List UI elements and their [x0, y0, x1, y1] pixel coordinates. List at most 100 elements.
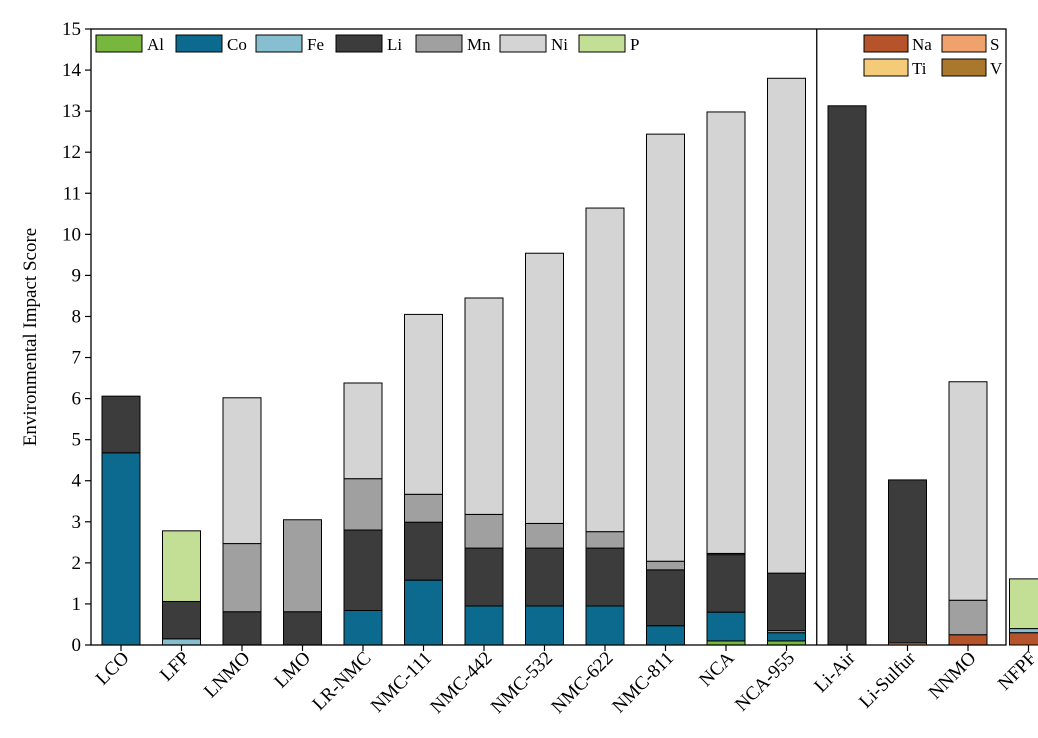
bar-segment-nmc-622-li	[585, 547, 625, 607]
bar-segment-nnmo-ni	[948, 381, 988, 601]
x-category-label-nmc-111: NMC-111	[367, 648, 436, 717]
x-category-label-lco: LCO	[92, 648, 134, 690]
bar-segment-lmo-li	[283, 611, 322, 646]
legend-swatch-na	[863, 34, 909, 53]
legend-label-ti: Ti	[912, 59, 927, 78]
plot-frame	[90, 28, 1007, 646]
x-category-label-lfp: LFP	[156, 648, 194, 686]
x-category-label-nmc-442: NMC-442	[426, 648, 496, 718]
bar-segment-nca-li	[706, 554, 746, 613]
x-category-label-nfpf: NFPF	[994, 648, 1038, 695]
legend-swatch-co	[175, 34, 223, 53]
x-category-label-nca-955: NCA-955	[731, 648, 799, 716]
legend-label-fe: Fe	[307, 35, 324, 54]
y-axis-title: Environmental Impact Score	[20, 228, 41, 446]
bar-segment-nmc-442-li	[464, 547, 504, 607]
bar-segment-nnmo-na	[948, 634, 988, 646]
bar-segment-nmc-811-ni	[646, 133, 685, 562]
y-tick-label-11: 11	[63, 183, 81, 204]
x-category-label-nnmo: NNMO	[925, 648, 981, 704]
legend-layer: Al Co Fe Li Mn Ni P Na S Ti V	[95, 34, 1003, 78]
x-category-label-nca: NCA	[695, 647, 738, 690]
legend-label-al: Al	[147, 35, 164, 54]
legend-swatch-al	[95, 34, 143, 53]
bars-layer	[101, 77, 1038, 646]
y-tick-label-10: 10	[62, 224, 81, 245]
bar-segment-lco-co	[101, 452, 141, 646]
bar-segment-li-air-li	[827, 105, 867, 646]
bar-segment-li-sulfur-li	[888, 479, 927, 644]
bar-segment-lr-nmc-li	[343, 529, 383, 612]
legend-swatch-li	[335, 34, 383, 53]
bar-segment-nmc-532-li	[525, 547, 564, 607]
bar-segment-nmc-811-co	[646, 625, 685, 646]
bar-segment-nmc-622-mn	[585, 531, 625, 549]
x-category-label-lr-nmc: LR-NMC	[308, 648, 375, 715]
y-tick-label-7: 7	[72, 348, 82, 369]
x-category-label-lnmo: LNMO	[200, 648, 254, 702]
bar-segment-lfp-li	[162, 600, 201, 640]
bar-segment-nmc-532-co	[525, 605, 564, 646]
bar-segment-nmc-532-mn	[525, 522, 564, 549]
bar-segment-lco-li	[101, 395, 141, 454]
y-tick-label-6: 6	[72, 389, 82, 410]
bar-segment-nfpf-fe	[1009, 628, 1038, 634]
bar-segment-nmc-111-mn	[404, 493, 443, 523]
legend-label-v: V	[990, 59, 1003, 78]
bar-segment-nmc-811-li	[646, 569, 685, 627]
x-category-label-nmc-811: NMC-811	[608, 648, 678, 718]
legend-swatch-mn	[415, 34, 463, 53]
bar-segment-nnmo-mn	[948, 599, 988, 636]
x-category-label-li-air: Li-Air	[810, 647, 860, 697]
bar-segment-nca-955-ni	[767, 77, 806, 574]
x-category-label-lmo: LMO	[270, 648, 315, 693]
legend-swatch-ti	[863, 58, 909, 77]
y-tick-label-2: 2	[72, 553, 82, 574]
y-tick-label-14: 14	[62, 60, 82, 81]
bar-segment-nfpf-na	[1009, 632, 1038, 646]
bar-segment-nca-co	[706, 611, 746, 642]
bar-segment-nmc-111-ni	[404, 313, 443, 495]
x-category-label-li-sulfur: Li-Sulfur	[855, 647, 920, 712]
bar-segment-nmc-442-co	[464, 605, 504, 646]
legend-label-p: P	[630, 35, 639, 54]
bar-segment-nmc-622-ni	[585, 207, 625, 533]
y-tick-label-1: 1	[72, 594, 82, 615]
y-tick-label-3: 3	[72, 512, 82, 533]
bar-segment-lnmo-li	[222, 611, 262, 646]
legend-swatch-fe	[255, 34, 303, 53]
bar-segment-nca-ni	[706, 111, 746, 554]
bar-segment-lfp-fe	[162, 638, 201, 646]
bar-segment-lnmo-mn	[222, 543, 262, 613]
bar-segment-nca-955-co	[767, 632, 806, 642]
y-tick-label-9: 9	[72, 265, 82, 286]
legend-swatch-ni	[499, 34, 547, 53]
legend-swatch-s	[941, 34, 987, 53]
legend-label-co: Co	[227, 35, 247, 54]
y-tick-label-12: 12	[62, 142, 81, 163]
bar-segment-nmc-622-co	[585, 605, 625, 646]
legend-label-na: Na	[912, 35, 932, 54]
legend-label-s: S	[990, 35, 999, 54]
bar-segment-nca-955-li	[767, 572, 806, 632]
bar-segment-nmc-111-li	[404, 521, 443, 581]
y-tick-label-15: 15	[62, 19, 81, 40]
bar-segment-nfpf-p	[1009, 578, 1038, 630]
bar-segment-nmc-532-ni	[525, 252, 564, 524]
legend-label-li: Li	[387, 35, 402, 54]
y-tick-label-0: 0	[72, 635, 82, 656]
y-tick-label-4: 4	[72, 471, 82, 492]
y-tick-label-5: 5	[72, 430, 82, 451]
bar-segment-lnmo-ni	[222, 397, 262, 545]
bar-segment-lfp-p	[162, 530, 201, 602]
legend-swatch-p	[578, 34, 626, 53]
bar-segment-nmc-442-mn	[464, 513, 504, 549]
bar-segment-nmc-442-ni	[464, 297, 504, 515]
bar-segment-lmo-mn	[283, 519, 322, 613]
bar-segment-lr-nmc-mn	[343, 478, 383, 531]
bar-segment-lr-nmc-co	[343, 610, 383, 646]
bar-segment-nmc-111-co	[404, 579, 443, 646]
bar-segment-nmc-811-mn	[646, 560, 685, 571]
y-tick-label-13: 13	[62, 101, 81, 122]
x-category-label-nmc-622: NMC-622	[547, 648, 617, 718]
